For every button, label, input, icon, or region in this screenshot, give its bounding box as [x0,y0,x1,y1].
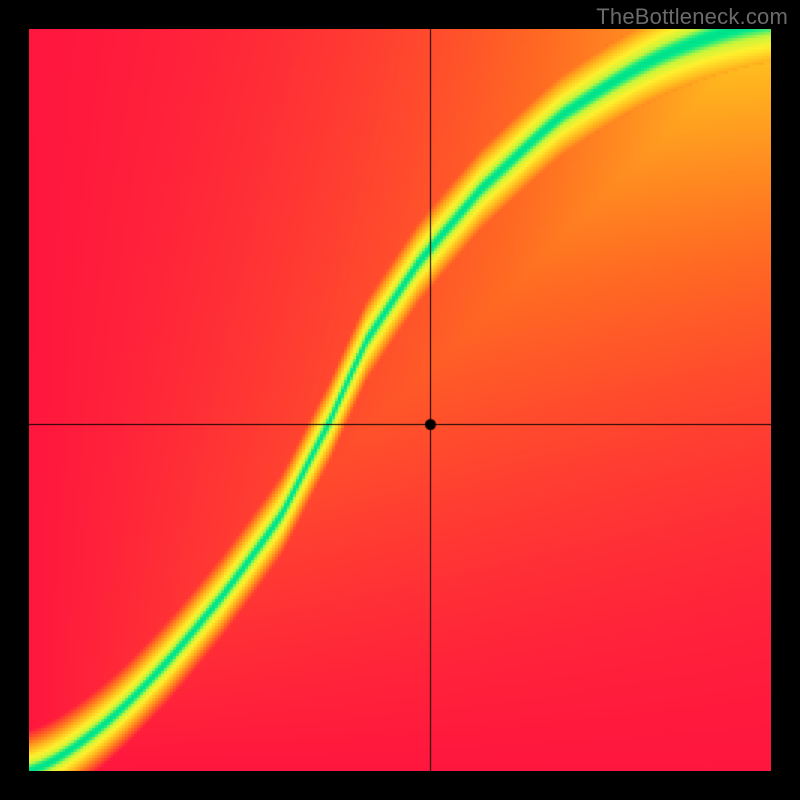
chart-container: TheBottleneck.com [0,0,800,800]
heatmap-plot [29,29,771,771]
watermark-text: TheBottleneck.com [596,4,788,30]
heatmap-canvas [29,29,771,771]
